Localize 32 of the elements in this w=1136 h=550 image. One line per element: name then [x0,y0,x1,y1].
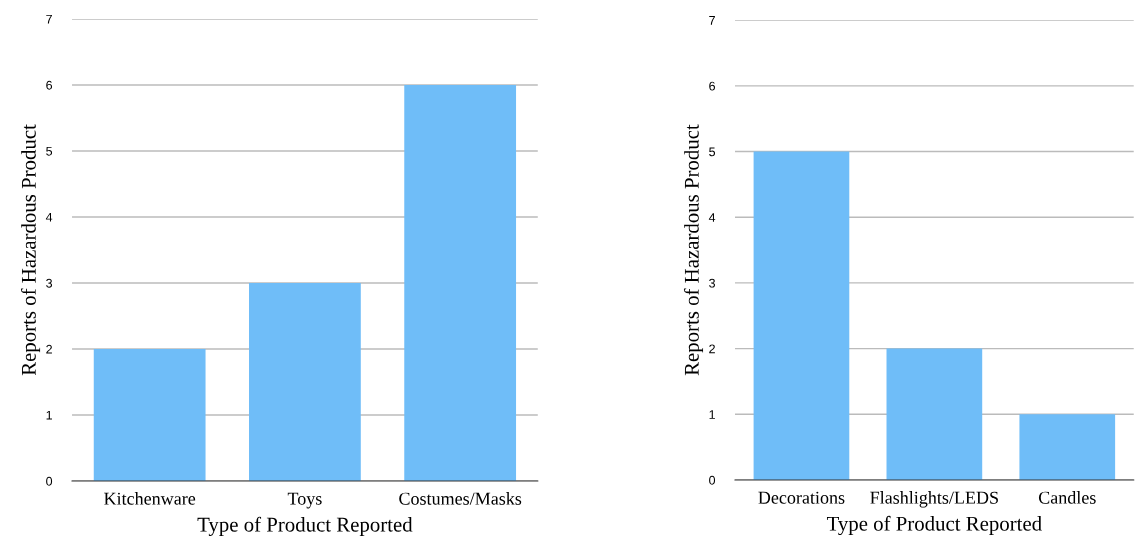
y-tick-label: 7 [46,14,52,24]
x-tick-label: Kitchenware [104,492,196,505]
y-tick-label: 3 [46,278,53,288]
y-axis-title: Reports of Hazardous Product [20,124,41,376]
bar [93,348,206,481]
y-tick-label: 0 [709,475,716,485]
y-tick-label: 2 [709,344,715,354]
x-tick-label: Decorations [758,491,845,504]
bar [753,151,850,480]
y-tick-label: 6 [46,80,53,90]
y-tick-label: 1 [46,410,52,420]
x-tick-label: Costumes/Masks [399,492,522,505]
y-tick-label: 5 [709,147,716,157]
x-axis-title: Type of Product Reported [197,516,413,536]
y-tick-label: 7 [709,16,715,25]
y-axis-title: Reports of Hazardous Product [683,124,704,376]
bar [886,348,983,480]
y-tick-label: 5 [46,146,53,156]
y-tick-label: 3 [709,278,715,288]
bar [249,282,361,481]
x-tick-label: Flashlights/LEDS [870,491,998,508]
y-tick-label: 6 [709,81,715,91]
y-tick-label: 1 [709,410,715,419]
y-tick-label: 2 [46,344,52,354]
y-tick-label: 0 [46,476,53,486]
y-tick-label: 4 [708,213,716,222]
bar [1019,414,1116,480]
y-tick-label: 4 [45,212,53,222]
x-tick-label: Candles [1038,491,1096,504]
x-tick-label: Toys [287,492,322,509]
bar [404,84,517,481]
x-axis-title: Type of Product Reported [826,515,1042,536]
